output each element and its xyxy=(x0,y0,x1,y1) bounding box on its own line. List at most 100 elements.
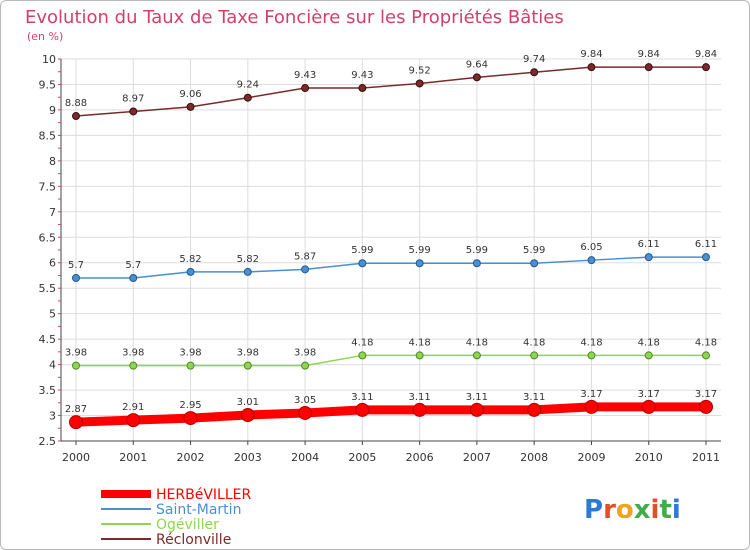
data-point xyxy=(530,351,539,360)
x-tick-label: 2010 xyxy=(635,451,663,464)
x-tick-label: 2000 xyxy=(62,451,90,464)
legend-label: HERBéVILLER xyxy=(156,487,251,503)
data-point xyxy=(301,84,310,93)
y-tick-label: 6 xyxy=(49,257,56,270)
data-point xyxy=(415,351,424,360)
data-label: 6.11 xyxy=(695,239,717,250)
y-tick-label: 8 xyxy=(49,155,56,168)
y-tick-label: 3.5 xyxy=(39,384,57,397)
data-point xyxy=(240,408,255,423)
data-label: 4.18 xyxy=(638,337,660,348)
data-label: 9.24 xyxy=(237,80,259,91)
data-label: 9.84 xyxy=(580,49,602,60)
data-point xyxy=(129,361,138,370)
data-label: 9.06 xyxy=(179,89,201,100)
x-tick-label: 2002 xyxy=(177,451,205,464)
data-label: 3.17 xyxy=(638,389,660,400)
data-label: 2.87 xyxy=(65,404,87,415)
chart-title: Evolution du Taux de Taxe Foncière sur l… xyxy=(25,7,564,28)
data-label: 5.7 xyxy=(125,260,141,271)
data-label: 8.97 xyxy=(122,93,144,104)
data-point xyxy=(72,274,80,283)
data-point xyxy=(355,402,370,417)
data-point xyxy=(530,68,539,77)
data-point xyxy=(243,267,252,276)
data-label: 2.95 xyxy=(179,400,201,411)
legend-label: Réclonville xyxy=(156,532,231,548)
data-label: 5.82 xyxy=(179,254,201,265)
y-tick-label: 8.5 xyxy=(39,129,57,142)
data-point xyxy=(358,351,367,360)
data-label: 9.84 xyxy=(695,49,717,60)
series-line xyxy=(75,256,707,279)
y-tick-label: 5 xyxy=(49,308,56,321)
data-point xyxy=(186,267,195,276)
data-point xyxy=(472,351,481,360)
data-label: 3.11 xyxy=(523,392,545,403)
x-tick-label: 2003 xyxy=(234,451,262,464)
brand-logo: Proxiti xyxy=(584,495,681,525)
data-label: 3.11 xyxy=(351,392,373,403)
data-point xyxy=(72,361,80,370)
data-point xyxy=(358,84,367,93)
data-label: 4.18 xyxy=(695,337,717,348)
data-point xyxy=(587,351,596,360)
data-label: 3.01 xyxy=(237,397,259,408)
data-label: 9.84 xyxy=(638,49,660,60)
data-point xyxy=(469,402,484,417)
data-point xyxy=(644,253,653,262)
y-tick-label: 9 xyxy=(49,104,56,117)
x-tick-label: 2007 xyxy=(463,451,491,464)
data-label: 9.64 xyxy=(466,59,488,70)
legend-label: Ogéviller xyxy=(156,517,219,533)
data-label: 9.52 xyxy=(409,65,431,76)
brand-logo-text: Proxiti xyxy=(584,495,681,525)
y-tick-label: 7.5 xyxy=(39,180,57,193)
data-point xyxy=(644,63,653,72)
data-label: 4.18 xyxy=(580,337,602,348)
grid xyxy=(61,58,721,442)
data-label: 3.17 xyxy=(580,389,602,400)
data-label: 3.98 xyxy=(122,348,144,359)
data-label: 4.18 xyxy=(409,337,431,348)
data-point xyxy=(72,112,80,121)
data-point xyxy=(243,361,252,370)
data-point xyxy=(126,413,141,428)
legend-label: Saint-Martin xyxy=(156,502,241,518)
data-label: 8.88 xyxy=(65,98,87,109)
y-tick-label: 6.5 xyxy=(39,231,57,244)
y-tick-label: 9.5 xyxy=(39,78,57,91)
data-point xyxy=(186,361,195,370)
data-point xyxy=(186,102,195,111)
y-tick-label: 3 xyxy=(49,410,56,423)
data-label: 4.18 xyxy=(351,337,373,348)
x-tick-label: 2006 xyxy=(406,451,434,464)
series-saint-martin: 5.7 5.7 5.82 5.82 5.87 5.99 5.99 5.99 5.99 6.05 6.… xyxy=(68,239,717,283)
y-tick-label: 5.5 xyxy=(39,282,57,295)
data-point xyxy=(415,79,424,88)
data-label: 3.11 xyxy=(466,392,488,403)
data-point xyxy=(129,274,138,283)
data-label: 5.99 xyxy=(409,245,431,256)
data-point xyxy=(412,402,427,417)
data-point xyxy=(358,259,367,268)
data-label: 5.99 xyxy=(523,245,545,256)
series-line xyxy=(75,354,707,367)
x-tick-label: 2011 xyxy=(692,451,720,464)
data-label: 6.11 xyxy=(638,239,660,250)
data-point xyxy=(641,399,656,414)
data-point xyxy=(527,402,542,417)
data-label: 6.05 xyxy=(580,242,602,253)
data-point xyxy=(530,259,539,268)
y-tick-label: 10 xyxy=(42,53,56,66)
data-point xyxy=(243,93,252,102)
data-label: 5.99 xyxy=(466,245,488,256)
data-label: 9.74 xyxy=(523,54,545,65)
data-point xyxy=(702,253,710,262)
data-label: 3.11 xyxy=(409,392,431,403)
axes: 2.5 3 3.5 4 4.5 5 5.5 6 6.5 7 7.5 8 8.5 9 9.5 10 2000 200… xyxy=(39,53,721,464)
x-tick-label: 2005 xyxy=(348,451,376,464)
series-layer: 8.88 8.97 9.06 9.24 9.43 9.43 9.52 9.64 9.74 9.84… xyxy=(65,49,717,430)
